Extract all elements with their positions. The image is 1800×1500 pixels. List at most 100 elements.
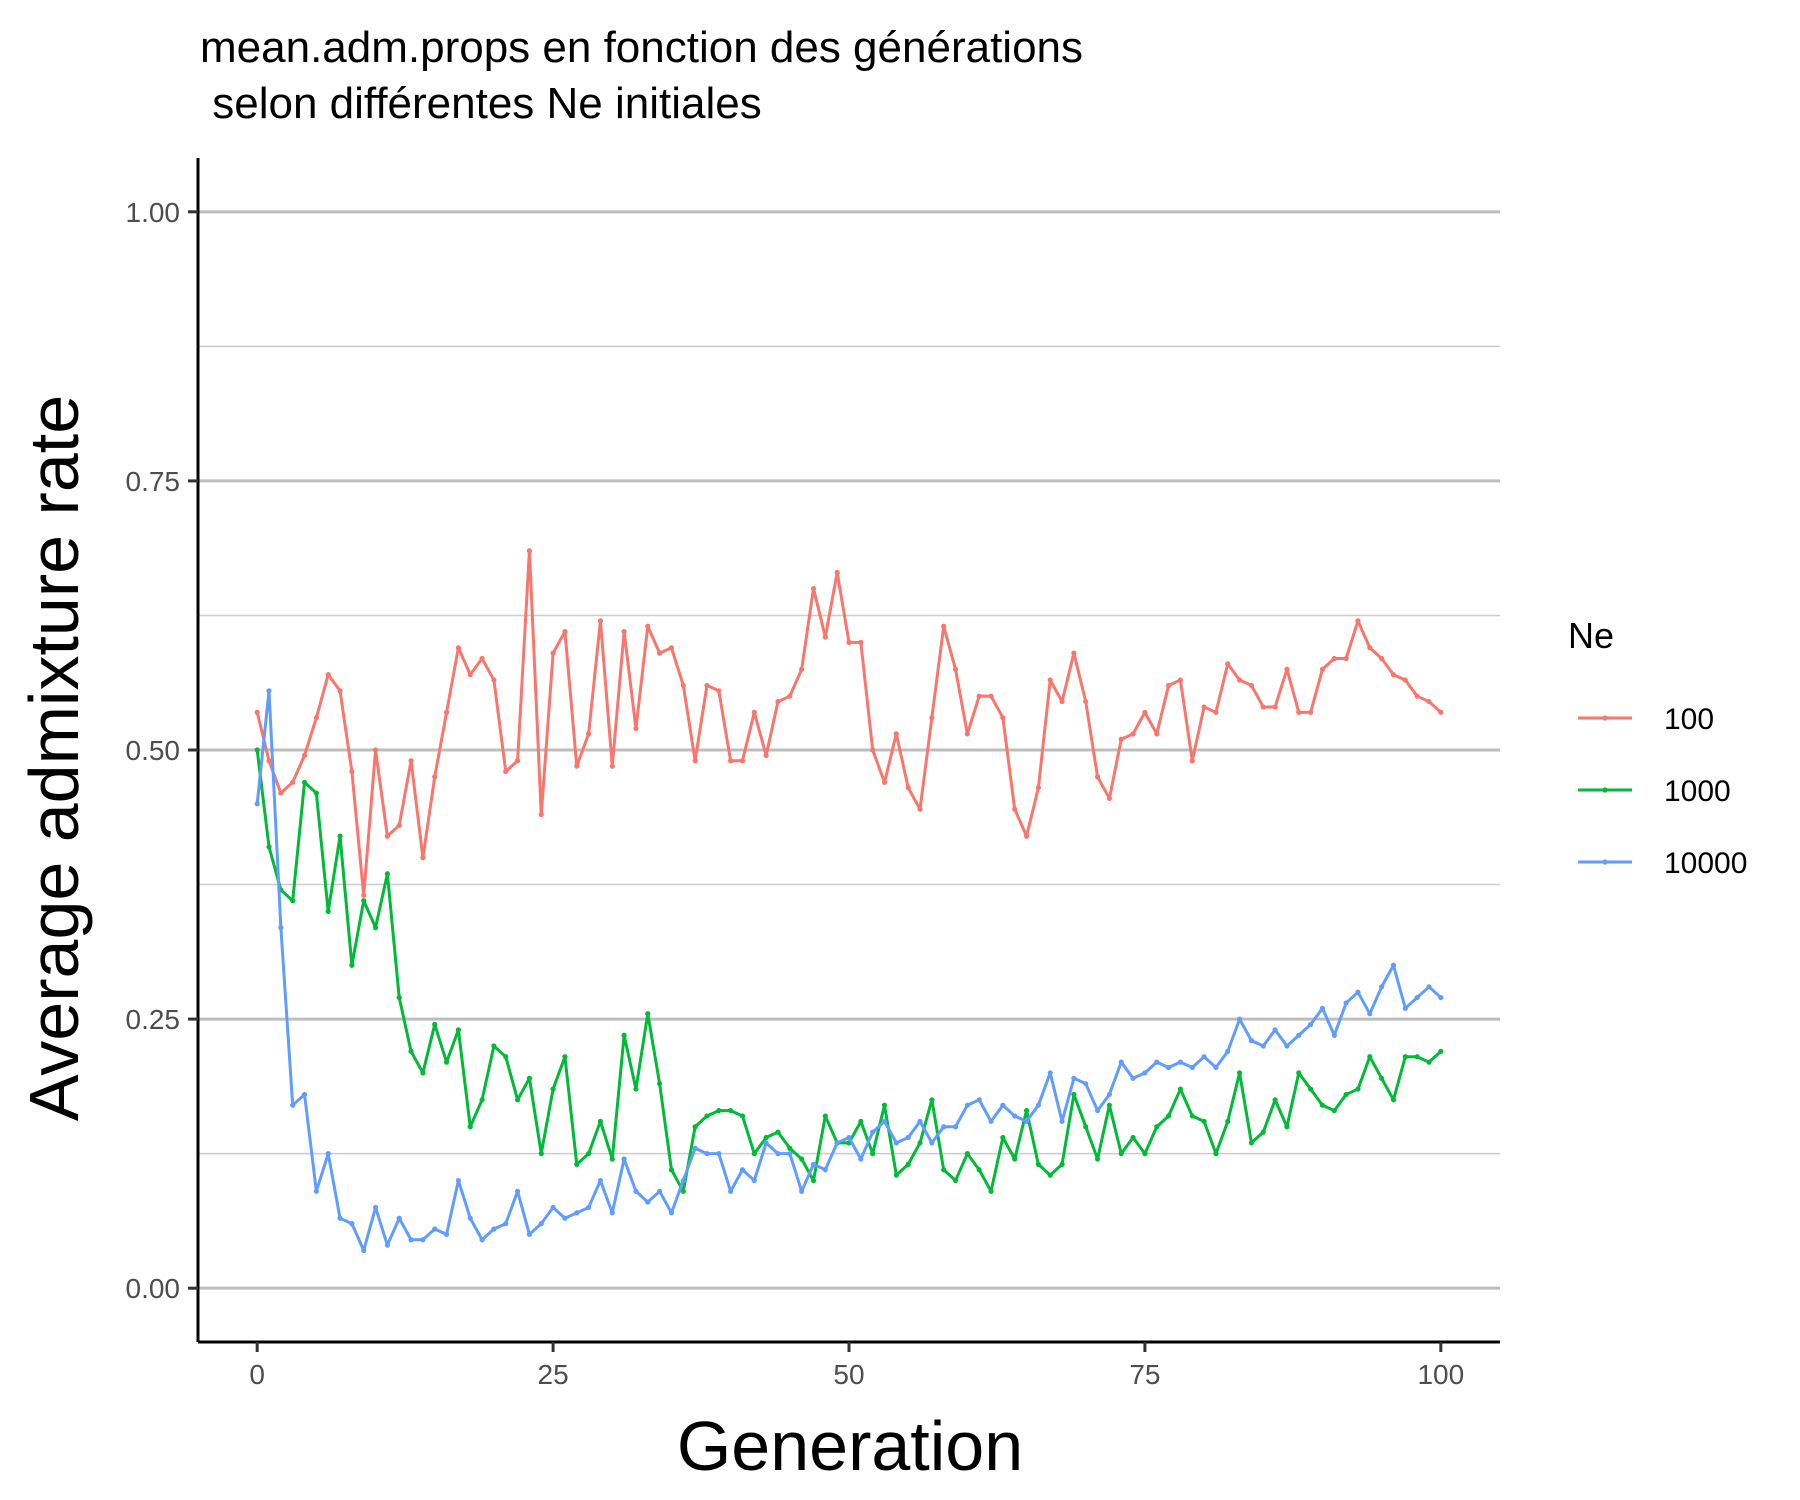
data-point: [1177, 677, 1184, 683]
data-point: [420, 1237, 426, 1243]
data-point: [810, 585, 817, 592]
data-point: [372, 747, 379, 753]
data-point: [503, 1054, 509, 1060]
data-point: [870, 747, 876, 753]
legend-label: 10000: [1664, 847, 1747, 880]
data-point: [988, 1118, 994, 1124]
data-point: [834, 569, 840, 576]
data-point: [1094, 1156, 1101, 1162]
data-point: [1426, 1059, 1432, 1065]
data-point: [1296, 1032, 1302, 1038]
data-point: [1213, 709, 1219, 715]
data-point: [609, 1210, 615, 1216]
data-point: [905, 1134, 911, 1141]
data-point: [574, 1161, 580, 1167]
data-point: [834, 1140, 840, 1146]
data-point: [467, 672, 473, 678]
data-point: [361, 892, 367, 898]
legend-label: 1000: [1664, 775, 1731, 808]
data-point: [574, 763, 580, 769]
data-point: [550, 1204, 556, 1211]
data-point: [799, 666, 805, 672]
data-point: [881, 779, 888, 785]
legend-item-100: 100: [1578, 703, 1714, 736]
data-point: [1308, 1021, 1314, 1028]
data-point: [952, 666, 959, 672]
data-point: [822, 634, 828, 640]
data-point: [526, 1231, 533, 1237]
data-point: [538, 1221, 544, 1227]
data-point: [988, 693, 994, 699]
data-point: [668, 1210, 675, 1216]
y-tick-label: 0.75: [126, 466, 181, 497]
data-point: [337, 1215, 343, 1221]
legend-item-1000: 1000: [1578, 775, 1731, 808]
data-point: [917, 1140, 923, 1146]
data-point: [408, 1237, 414, 1243]
data-point: [467, 1124, 473, 1130]
data-point: [1355, 618, 1361, 624]
data-point: [408, 758, 414, 764]
data-point: [728, 1188, 734, 1194]
data-point: [633, 725, 639, 732]
data-point: [905, 1161, 911, 1167]
data-point: [290, 779, 296, 785]
data-point: [929, 715, 935, 721]
data-point: [1094, 1107, 1101, 1114]
data-point: [1284, 1043, 1290, 1049]
data-point: [976, 1097, 982, 1103]
data-point: [846, 1134, 852, 1141]
data-point: [1225, 1048, 1231, 1054]
data-point: [668, 645, 675, 651]
data-point: [1260, 1043, 1266, 1049]
data-point: [917, 1118, 923, 1124]
data-point: [1142, 1070, 1148, 1076]
data-point: [562, 1054, 568, 1060]
series-10000: [254, 688, 1444, 1254]
data-point: [1319, 1005, 1326, 1011]
data-point: [881, 1118, 888, 1124]
data-point: [870, 1129, 876, 1135]
data-point: [372, 925, 379, 931]
data-point: [1165, 1064, 1172, 1071]
data-point: [1367, 645, 1373, 651]
data-point: [964, 1151, 970, 1157]
data-point: [479, 655, 485, 662]
data-point: [384, 871, 390, 877]
data-point: [1106, 795, 1112, 802]
x-tick-label: 0: [249, 1359, 265, 1390]
data-point: [1000, 715, 1006, 721]
data-point: [1343, 1091, 1349, 1098]
data-point: [1154, 1059, 1160, 1065]
x-tick-label: 75: [1129, 1359, 1160, 1390]
data-point: [1154, 1124, 1160, 1130]
data-point: [692, 1145, 698, 1151]
legend-swatch-point: [1602, 715, 1608, 721]
data-point: [455, 1027, 461, 1033]
data-point: [313, 1188, 319, 1194]
data-point: [1012, 806, 1018, 812]
data-point: [1130, 1075, 1136, 1081]
data-point: [1390, 1097, 1397, 1103]
data-point: [988, 1188, 994, 1194]
data-point: [1201, 704, 1207, 710]
data-point: [1331, 1107, 1337, 1114]
data-point: [1390, 672, 1397, 678]
data-point: [361, 1247, 367, 1254]
data-point: [763, 1140, 769, 1146]
data-point: [1379, 1075, 1385, 1081]
data-point: [1438, 709, 1444, 715]
data-point: [349, 1221, 355, 1227]
data-point: [763, 1134, 769, 1141]
data-point: [1094, 774, 1101, 780]
data-point: [1331, 655, 1337, 662]
data-point: [1438, 994, 1444, 1001]
data-point: [739, 1167, 746, 1173]
data-point: [1083, 698, 1089, 705]
data-point: [1248, 682, 1255, 689]
data-point: [1260, 1129, 1266, 1135]
data-point: [739, 758, 746, 764]
data-point: [301, 1091, 308, 1098]
data-point: [621, 1032, 627, 1038]
data-point: [929, 1097, 935, 1103]
